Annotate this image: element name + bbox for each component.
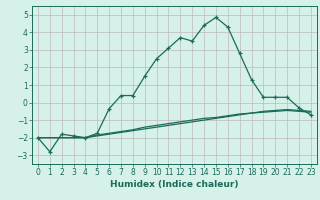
X-axis label: Humidex (Indice chaleur): Humidex (Indice chaleur) [110, 180, 239, 189]
